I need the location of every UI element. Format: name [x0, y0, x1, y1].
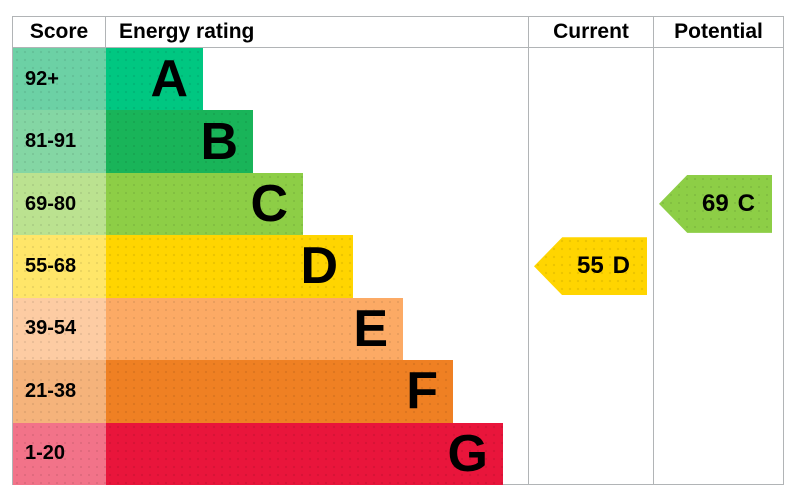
potential-score: 69: [701, 189, 729, 217]
potential-cell-c: 69 C: [653, 172, 783, 236]
current-cell-g: [528, 422, 653, 485]
band-row-a: 92+ A: [13, 48, 783, 111]
band-bar-b: B: [106, 110, 253, 173]
epc-table: Score Energy rating Current Potential 92…: [12, 16, 784, 485]
score-range-a: 92+: [25, 67, 59, 90]
potential-cell-g: [653, 422, 783, 485]
rating-cell-e: E: [106, 297, 528, 361]
current-cell-a: [528, 48, 653, 111]
band-bar-a: A: [106, 48, 203, 111]
current-rating-arrow: 55 D: [534, 237, 647, 296]
band-row-d: 55-68 D 55 D: [13, 235, 783, 298]
potential-band: C: [737, 189, 756, 217]
band-bar-c: C: [106, 172, 303, 236]
current-band: D: [612, 252, 631, 280]
score-cell-d: 55-68: [13, 235, 106, 298]
potential-cell-f: [653, 360, 783, 423]
rating-cell-a: A: [106, 48, 528, 111]
band-row-g: 1-20 G: [13, 422, 783, 485]
score-cell-e: 39-54: [13, 297, 106, 361]
rating-cell-d: D: [106, 235, 528, 298]
band-row-b: 81-91 B: [13, 110, 783, 173]
band-row-f: 21-38 F: [13, 360, 783, 423]
band-bar-e: E: [106, 297, 403, 361]
potential-rating-arrow: 69 C: [659, 174, 772, 233]
current-score: 55: [576, 252, 604, 280]
rating-cell-f: F: [106, 360, 528, 423]
header-potential: Potential: [653, 17, 783, 47]
rating-cell-b: B: [106, 110, 528, 173]
score-cell-a: 92+: [13, 48, 106, 111]
rating-cell-c: C: [106, 172, 528, 236]
band-bar-g: G: [106, 422, 503, 485]
score-range-c: 69-80: [25, 192, 77, 215]
score-range-b: 81-91: [25, 130, 77, 153]
potential-cell-b: [653, 110, 783, 173]
score-range-e: 39-54: [25, 317, 77, 340]
potential-cell-d: [653, 235, 783, 298]
current-cell-e: [528, 297, 653, 361]
band-letter-b: B: [200, 112, 238, 171]
potential-cell-a: [653, 48, 783, 111]
score-range-d: 55-68: [25, 254, 77, 277]
header-score: Score: [13, 17, 106, 47]
score-cell-b: 81-91: [13, 110, 106, 173]
potential-cell-e: [653, 297, 783, 361]
band-letter-c: C: [250, 175, 288, 234]
band-bar-d: D: [106, 235, 353, 298]
band-bar-f: F: [106, 360, 453, 423]
header-row: Score Energy rating Current Potential: [13, 17, 783, 48]
score-range-g: 1-20: [25, 442, 66, 465]
current-cell-c: [528, 172, 653, 236]
score-cell-f: 21-38: [13, 360, 106, 423]
score-range-f: 21-38: [25, 379, 77, 402]
band-letter-a: A: [150, 50, 188, 109]
header-energy-rating: Energy rating: [119, 20, 255, 43]
current-cell-b: [528, 110, 653, 173]
header-current: Current: [528, 17, 653, 47]
current-cell-d: 55 D: [528, 235, 653, 298]
band-letter-d: D: [300, 237, 338, 296]
band-letter-e: E: [353, 299, 388, 358]
band-row-c: 69-80 C 69 C: [13, 172, 783, 236]
score-cell-g: 1-20: [13, 422, 106, 485]
rating-cell-g: G: [106, 422, 528, 485]
score-cell-c: 69-80: [13, 172, 106, 236]
band-row-e: 39-54 E: [13, 297, 783, 361]
current-cell-f: [528, 360, 653, 423]
band-letter-g: G: [447, 424, 488, 483]
band-letter-f: F: [406, 362, 438, 421]
